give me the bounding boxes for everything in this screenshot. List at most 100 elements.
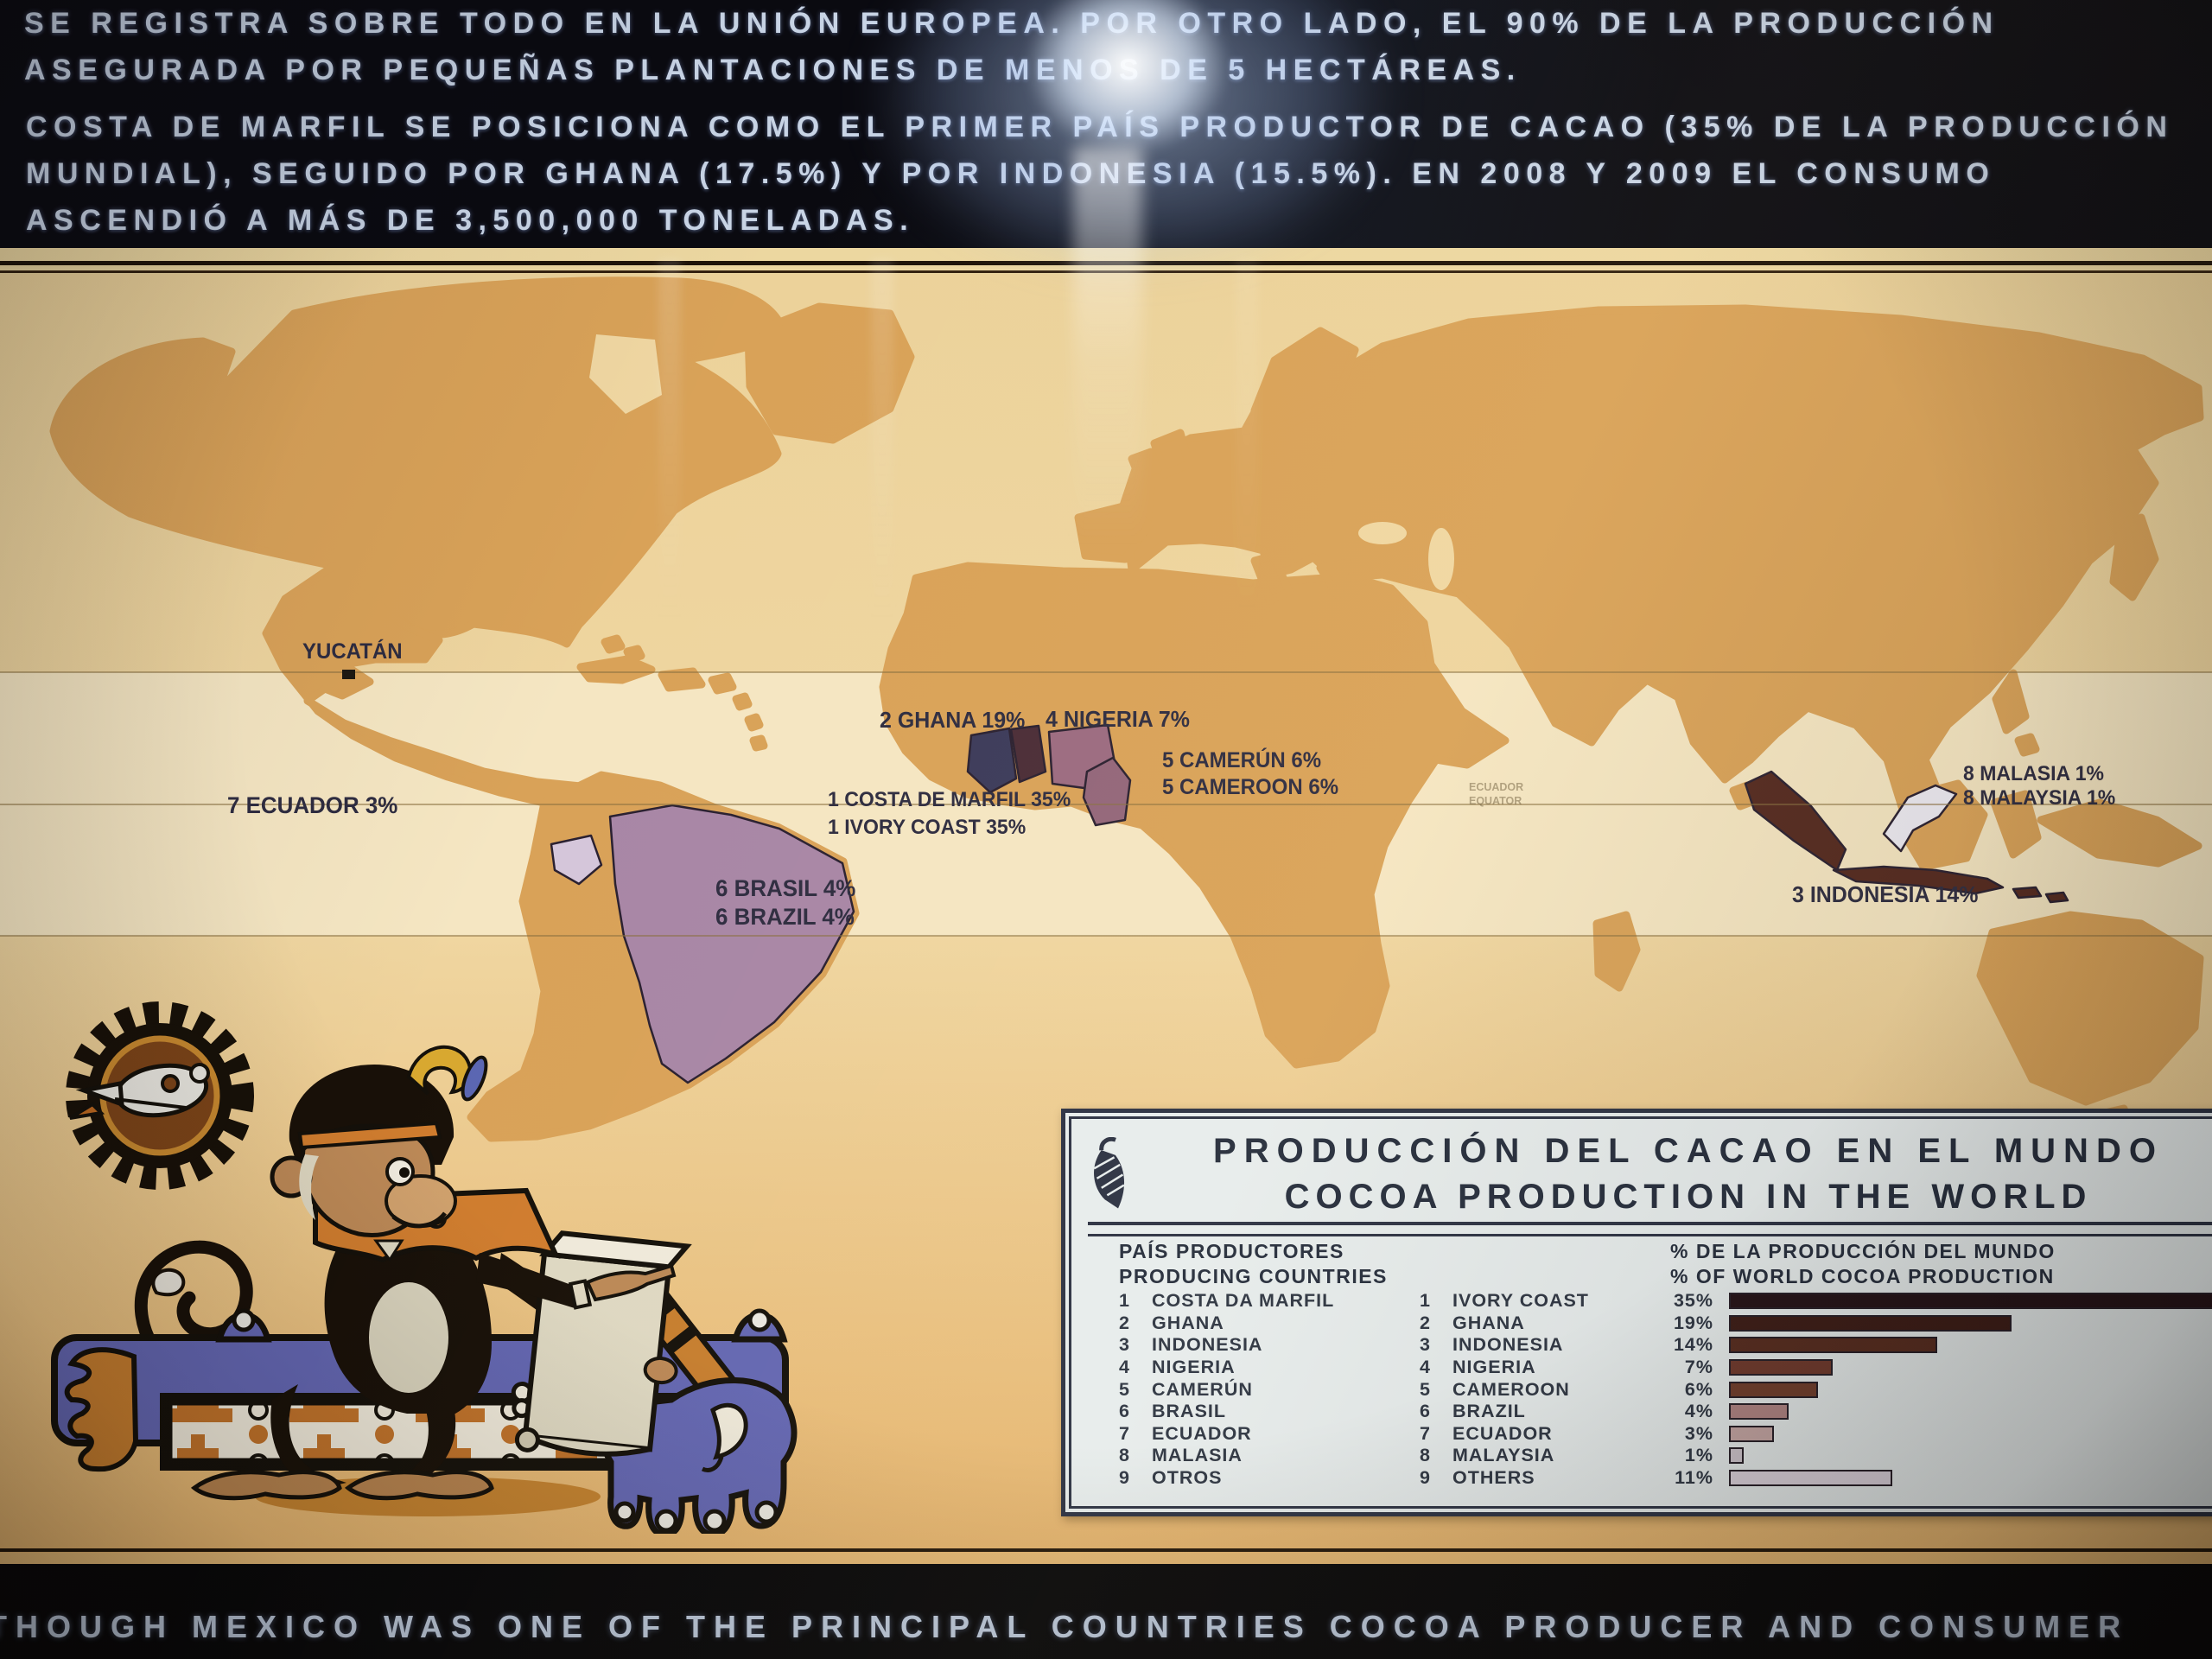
rank-en: 2: [1420, 1312, 1431, 1333]
country-indonesia-sumatra: [1744, 770, 1847, 872]
legend-rows: 1 COSTA DA MARFIL 1 IVORY COAST 35% 2 GHANA 2 GH…: [1119, 1290, 2212, 1489]
latitude-lines: [0, 671, 2212, 937]
philippines: [1992, 669, 2030, 734]
map-label-costa-de-marfil: 1 COSTA DE MARFIL 35%: [828, 788, 1071, 811]
madagascar: [1592, 911, 1641, 992]
monkey-scribe: [190, 1045, 692, 1501]
percent-value: 14%: [1673, 1334, 1713, 1356]
legend-row-ivory-coast: 1 COSTA DA MARFIL 1 IVORY COAST 35%: [1119, 1290, 2212, 1313]
bar-ecuador: [1729, 1425, 1774, 1442]
legend-box: PRODUCCIÓN DEL CACAO EN EL MUNDO COCOA P…: [1061, 1109, 2212, 1516]
country-name-es: OTROS: [1152, 1467, 1223, 1489]
legend-row-others: 9 OTROS 9 OTHERS 11%: [1119, 1467, 2212, 1490]
map-label-ivory-coast: 1 IVORY COAST 35%: [828, 816, 1027, 839]
bar-indonesia: [1729, 1337, 1937, 1354]
country-name-en: INDONESIA: [1452, 1334, 1564, 1356]
percent-value: 4%: [1684, 1401, 1713, 1422]
cocoa-pod-icon: [1093, 1137, 1125, 1209]
country-name-es: GHANA: [1152, 1312, 1224, 1333]
mexico-central-america: [262, 562, 609, 816]
rank-en: 5: [1420, 1378, 1431, 1400]
aztec-monkey-illustration: [51, 1001, 798, 1534]
country-name-es: MALASIA: [1152, 1445, 1243, 1466]
map-label-ecuador: 7 ECUADOR 3%: [227, 792, 398, 818]
legend-row-cameroon: 5 CAMERÚN 5 CAMEROON 6%: [1119, 1378, 2212, 1401]
greece: [1316, 558, 1352, 600]
country-name-en: CAMEROON: [1452, 1378, 1570, 1400]
country-name-es: BRASIL: [1152, 1401, 1227, 1422]
rank-en: 4: [1420, 1357, 1431, 1378]
legend-col-countries: PAÍS PRODUCTORES PRODUCING COUNTRIES: [1119, 1240, 1388, 1287]
map-label-equator-es: ECUADOR: [1469, 780, 1524, 793]
header-line-4: MUNDIAL), SEGUIDO POR GHANA (17.5%) Y PO…: [26, 157, 1996, 190]
map-label-ghana: 2 GHANA 19%: [880, 707, 1026, 733]
country-ivory-coast: [966, 727, 1018, 794]
rank-es: 9: [1119, 1467, 1130, 1489]
rank-en: 6: [1420, 1401, 1431, 1422]
legend-title-en: COCOA PRODUCTION IN THE WORLD: [1284, 1178, 2093, 1216]
map-label-camerun: 5 CAMERÚN 6%: [1162, 748, 1322, 772]
header-line-2: ASEGURADA POR PEQUEÑAS PLANTACIONES DE M…: [24, 54, 1522, 86]
legend-title-es: PRODUCCIÓN DEL CACAO EN EL MUNDO: [1213, 1132, 2164, 1170]
header-line-3: COSTA DE MARFIL SE POSICIONA COMO EL PRI…: [26, 111, 2174, 143]
headdress-feather: [406, 1045, 473, 1096]
map-label-brazil: 6 BRAZIL 4%: [715, 904, 855, 930]
map-label-nigeria: 4 NIGERIA 7%: [1046, 706, 1190, 732]
sulawesi: [1990, 790, 2042, 859]
panel-top-rule: [0, 261, 2212, 265]
rank-es: 3: [1119, 1334, 1130, 1356]
bar-others: [1729, 1470, 1893, 1487]
ireland: [1128, 448, 1162, 480]
rank-en: 1: [1420, 1290, 1431, 1312]
australia: [1976, 911, 2204, 1106]
percent-value: 19%: [1673, 1312, 1713, 1333]
map-label-malaysia: 8 MALAYSIA 1%: [1963, 786, 2116, 810]
country-name-en: OTHERS: [1452, 1467, 1535, 1489]
legend-divider: [1088, 1222, 2212, 1236]
rank-en: 3: [1420, 1334, 1431, 1356]
rank-es: 4: [1119, 1357, 1130, 1378]
bar-ghana: [1729, 1314, 2012, 1332]
country-name-en: NIGERIA: [1452, 1357, 1536, 1378]
country-name-es: ECUADOR: [1152, 1422, 1252, 1444]
legend-row-ecuador: 7 ECUADOR 7 ECUADOR 3%: [1119, 1423, 2212, 1446]
rank-en: 7: [1420, 1422, 1431, 1444]
legend-row-brazil: 6 BRASIL 6 BRAZIL 4%: [1119, 1401, 2212, 1423]
percent-value: 35%: [1673, 1290, 1713, 1312]
country-name-en: MALAYSIA: [1452, 1445, 1555, 1466]
rank-es: 2: [1119, 1312, 1130, 1333]
footer-line: THOUGH MEXICO WAS ONE OF THE PRINCIPAL C…: [0, 1609, 2130, 1644]
caspian-sea: [1428, 528, 1454, 590]
hudson-bay: [589, 334, 662, 414]
japan: [2109, 513, 2159, 601]
rank-es: 5: [1119, 1378, 1130, 1400]
bench-claw-glyph: [64, 1347, 139, 1472]
country-name-es: INDONESIA: [1152, 1334, 1263, 1356]
bar-nigeria: [1729, 1359, 1834, 1376]
tail-curl-glyph: [151, 1268, 186, 1297]
scandinavia: [1250, 327, 1359, 434]
legend-row-malaysia: 8 MALASIA 8 MALAYSIA 1%: [1119, 1445, 2212, 1467]
bar-malaysia: [1729, 1447, 1745, 1465]
country-ghana: [1009, 724, 1047, 784]
bar-brazil: [1729, 1403, 1789, 1421]
header-line-5: ASCENDIÓ A MÁS DE 3,500,000 TONELADAS.: [26, 204, 915, 237]
country-name-es: CAMERÚN: [1152, 1378, 1253, 1400]
country-name-en: ECUADOR: [1452, 1422, 1553, 1444]
country-indonesia-java: [1832, 865, 2005, 895]
country-cameroon: [1082, 756, 1132, 827]
percent-value: 7%: [1684, 1357, 1713, 1378]
map-label-equator-en: EQUATOR: [1469, 794, 1522, 807]
italy: [1250, 551, 1294, 605]
map-label-yucatan: YUCATÁN: [302, 639, 403, 664]
panel-top-rule-thin: [0, 270, 2212, 273]
aztec-beast-emblem: [66, 1001, 254, 1190]
header-line-1: SE REGISTRA SOBRE TODO EN LA UNIÓN EUROP…: [24, 7, 1999, 40]
country-name-es: COSTA DA MARFIL: [1152, 1290, 1335, 1312]
header-text-band: SE REGISTRA SOBRE TODO EN LA UNIÓN EUROP…: [0, 0, 2212, 248]
bar-cameroon: [1729, 1381, 1819, 1398]
legend-col-percent: % DE LA PRODUCCIÓN DEL MUNDO % OF WORLD …: [1670, 1240, 2056, 1287]
map-label-cameroon: 5 CAMEROON 6%: [1162, 775, 1339, 799]
highlighted-countries: [550, 723, 2069, 1084]
legend-row-nigeria: 4 NIGERIA 4 NIGERIA 7%: [1119, 1357, 2212, 1379]
